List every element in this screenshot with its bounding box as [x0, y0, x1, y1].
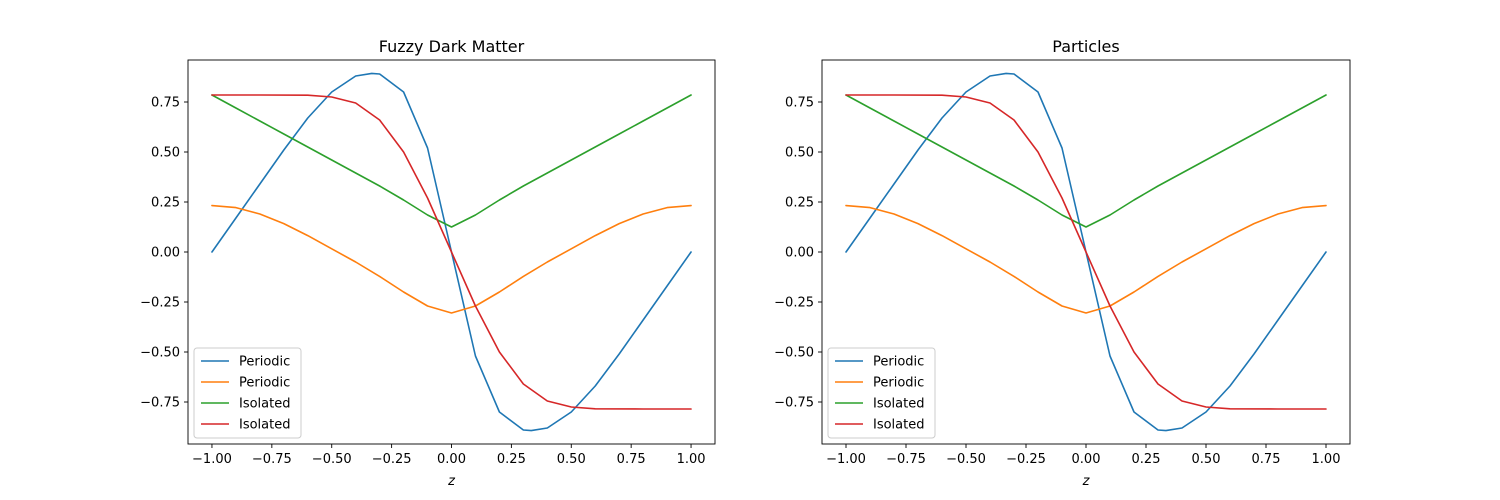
legend-label: Periodic [239, 376, 290, 391]
x-axis-label: z [447, 474, 456, 489]
y-tick-label: 0.25 [151, 196, 180, 211]
y-tick-label: 0.00 [151, 246, 180, 261]
legend-box [827, 347, 936, 439]
chart-panel-2: Particles −1.00 −0.75 −0.50 −0.25 0.00 0.25 0.5… [774, 37, 1351, 489]
x-tick-label: −0.25 [1006, 452, 1046, 467]
x-tick-label: −1.00 [192, 452, 232, 467]
y-tick-label: −0.25 [774, 296, 814, 311]
legend-box [193, 347, 302, 439]
x-tick-label: −1.00 [826, 452, 866, 467]
x-tick-label: 0.75 [1252, 452, 1281, 467]
x-tick-label: 0.00 [1072, 452, 1101, 467]
legend-label: Periodic [873, 376, 924, 391]
x-tick-label: 0.50 [557, 452, 586, 467]
x-tick-label: 0.25 [497, 452, 526, 467]
legend-label: Isolated [239, 397, 291, 412]
x-tick-label: 0.25 [1132, 452, 1161, 467]
x-tick-label: 1.00 [1312, 452, 1341, 467]
legend-label: Isolated [239, 418, 291, 433]
y-tick-label: −0.75 [774, 396, 814, 411]
x-tick-label: −0.75 [886, 452, 926, 467]
y-tick-label: 0.25 [785, 196, 814, 211]
y-tick-label: −0.25 [140, 296, 180, 311]
chart-panel-1: Fuzzy Dark Matter −1.00 −0.75 −0.50 −0.25 0.0… [140, 37, 716, 489]
y-tick-label: 0.50 [151, 146, 180, 161]
chart-title: Fuzzy Dark Matter [379, 37, 525, 56]
series-line-periodic-2 [845, 204, 1327, 314]
y-tick-label: −0.75 [140, 396, 180, 411]
x-tick-label: 0.50 [1192, 452, 1221, 467]
plot-frame [187, 59, 716, 445]
chart-title: Particles [1052, 37, 1119, 56]
x-tick-label: 1.00 [677, 452, 706, 467]
series-line-isolated-3 [845, 94, 1327, 228]
y-tick-label: 0.75 [151, 96, 180, 111]
legend-label: Periodic [239, 355, 290, 370]
series-line-isolated-3 [211, 94, 692, 228]
y-tick-label: 0.75 [785, 96, 814, 111]
series-line-isolated-4 [211, 94, 692, 410]
x-tick-label: −0.50 [312, 452, 352, 467]
legend: Periodic Periodic Isolated Isolated [827, 347, 936, 439]
legend-label: Isolated [873, 397, 925, 412]
legend-label: Isolated [873, 418, 925, 433]
y-tick-label: 0.00 [785, 246, 814, 261]
y-tick-label: −0.50 [774, 346, 814, 361]
legend-label: Periodic [873, 355, 924, 370]
plot-frame [821, 59, 1351, 445]
y-tick-label: 0.50 [785, 146, 814, 161]
x-tick-label: −0.25 [372, 452, 412, 467]
x-tick-label: −0.50 [946, 452, 986, 467]
x-tick-label: 0.75 [617, 452, 646, 467]
y-tick-label: −0.50 [140, 346, 180, 361]
series-line-periodic-2 [211, 204, 692, 314]
legend: Periodic Periodic Isolated Isolated [193, 347, 302, 439]
series-line-isolated-4 [845, 94, 1327, 410]
x-tick-label: 0.00 [437, 452, 466, 467]
x-tick-label: −0.75 [252, 452, 292, 467]
x-axis-label: z [1082, 474, 1091, 489]
